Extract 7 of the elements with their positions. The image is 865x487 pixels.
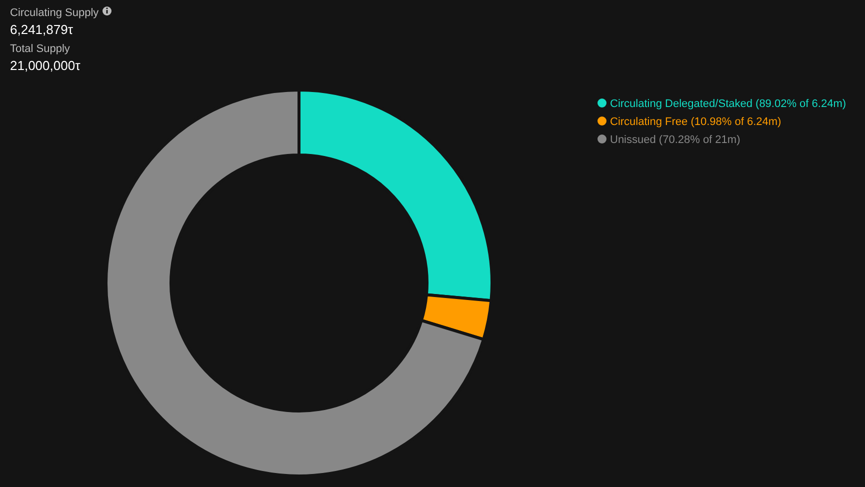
text: 21,000,000τ [10, 58, 82, 73]
text: 6,241,879τ [10, 22, 74, 37]
legend-label: Circulating Delegated/Staked (89.02% of 6.24m) [610, 98, 846, 110]
text: Circulating Supply [10, 7, 100, 19]
legend-label: Circulating Free (10.98% of 6.24m) [610, 116, 782, 128]
text: Total Supply [10, 43, 70, 55]
legend-label: Unissued (70.28% of 21m) [610, 134, 740, 146]
